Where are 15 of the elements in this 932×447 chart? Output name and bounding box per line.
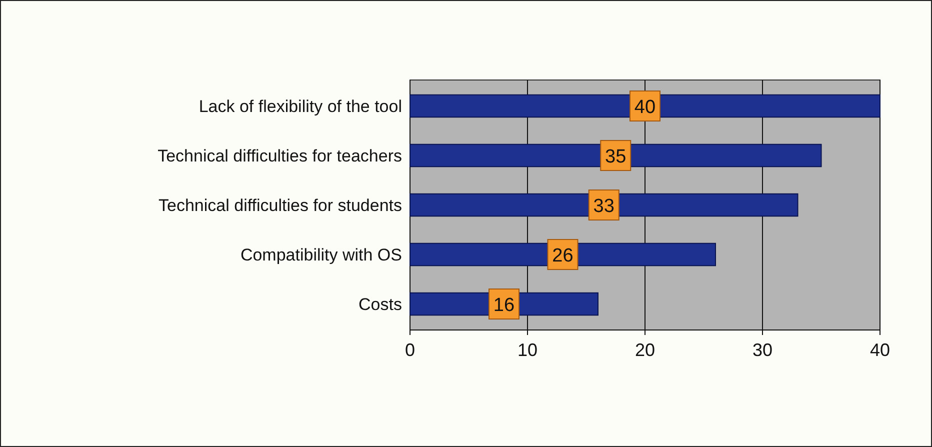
data-label: 26 <box>552 246 574 267</box>
x-tick-label: 30 <box>752 340 773 360</box>
data-label: 16 <box>493 295 515 316</box>
x-tick-label: 20 <box>634 340 656 360</box>
x-tick-label: 40 <box>870 340 890 360</box>
y-tick-label: Compatibility with OS <box>240 246 402 265</box>
data-label: 35 <box>605 146 626 168</box>
x-tick-label: 0 <box>404 340 416 360</box>
data-label: 40 <box>634 96 656 118</box>
y-tick-label: Costs <box>358 295 402 314</box>
data-label: 33 <box>593 196 614 217</box>
y-tick-label: Technical difficulties for teachers <box>158 146 402 166</box>
x-tick-label: 10 <box>517 340 538 360</box>
y-tick-label: Technical difficulties for students <box>158 196 402 215</box>
y-tick-label: Lack of flexibility of the tool <box>198 96 402 116</box>
